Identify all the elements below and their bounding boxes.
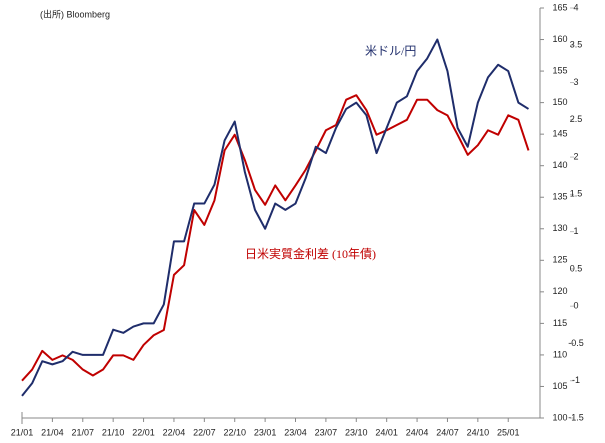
series-label: 日米実質金利差 (10年債): [245, 246, 376, 261]
y-tick-label: 105: [552, 381, 567, 391]
x-tick-label: 21/04: [41, 427, 64, 437]
y-tick-label: 130: [552, 223, 567, 233]
y-tick-label: 100: [552, 412, 567, 422]
x-tick-label: 24/07: [436, 427, 459, 437]
x-tick-label: 21/01: [11, 427, 34, 437]
y2-tick-label: -1: [572, 375, 580, 385]
y2-tick-label: 2: [573, 151, 578, 161]
x-tick-label: 23/10: [345, 427, 368, 437]
y-tick-label: 110: [553, 349, 567, 359]
y2-tick-label: 2.5: [570, 114, 583, 124]
y2-tick-label: 0: [573, 301, 578, 311]
y-tick-label: 160: [552, 34, 567, 44]
x-tick-label: 23/04: [284, 427, 307, 437]
x-tick-label: 21/10: [102, 427, 125, 437]
series-line: [21, 94, 530, 382]
y2-tick-label: 0.5: [570, 263, 583, 273]
y-tick-label: 125: [552, 255, 567, 265]
source-note: (出所) Bloomberg: [40, 8, 110, 19]
x-tick-label: 24/01: [375, 427, 398, 437]
x-tick-label: 21/07: [72, 427, 95, 437]
series-line: [21, 38, 530, 397]
x-tick-label: 24/04: [406, 427, 429, 437]
x-tick-label: 24/10: [467, 427, 490, 437]
y-tick-label: 150: [552, 97, 567, 107]
y2-tick-label: -1.5: [568, 412, 584, 422]
x-tick-label: 22/07: [193, 427, 216, 437]
x-tick-label: 25/01: [497, 427, 520, 437]
y-tick-label: 145: [552, 129, 567, 139]
y2-tick-label: -0.5: [568, 338, 584, 348]
x-tick-label: 23/07: [315, 427, 338, 437]
y2-tick-label: 3: [573, 77, 578, 87]
x-tick-label: 22/10: [223, 427, 246, 437]
y-tick-label: 155: [552, 65, 567, 75]
series-label: 米ドル/円: [365, 44, 416, 58]
y-tick-label: 115: [553, 318, 567, 328]
x-tick-label: 22/04: [163, 427, 186, 437]
y2-tick-label: 3.5: [570, 40, 583, 50]
y2-tick-label: 1: [573, 226, 578, 236]
y-tick-label: 140: [552, 160, 567, 170]
x-tick-label: 22/01: [132, 427, 155, 437]
y2-tick-label: 1.5: [570, 189, 583, 199]
y-tick-label: 120: [552, 286, 567, 296]
y-tick-label: 135: [552, 192, 567, 202]
y2-tick-label: 4: [573, 2, 578, 12]
x-tick-label: 23/01: [254, 427, 277, 437]
y-tick-label: 165: [552, 2, 567, 12]
